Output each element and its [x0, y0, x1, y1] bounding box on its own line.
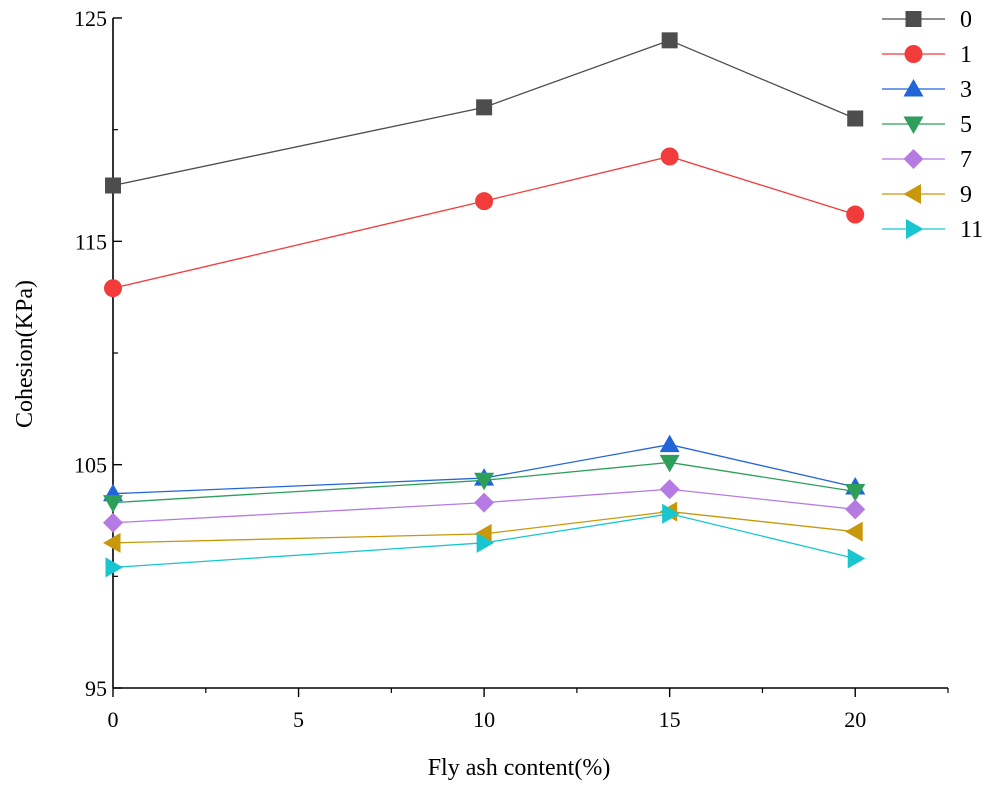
data-point-7 [103, 512, 123, 533]
legend-item-1: 1 [882, 42, 972, 68]
x-tick-label: 0 [108, 707, 119, 732]
legend-marker [903, 116, 924, 134]
data-point-1 [846, 205, 865, 224]
data-point-0 [847, 110, 864, 127]
legend-marker [903, 149, 924, 169]
y-tick-label: 115 [75, 229, 107, 254]
y-axis-title: Cohesion(KPa) [12, 280, 38, 428]
series-0 [105, 32, 864, 194]
data-point-0 [105, 177, 121, 194]
data-point-1 [104, 279, 122, 298]
axes: 95 105 115 125 0 5 10 15 20 [74, 6, 949, 732]
legend-label: 9 [960, 182, 972, 208]
series-line-0 [112, 39, 856, 187]
data-point-1 [660, 147, 679, 166]
data-point-3 [659, 434, 680, 453]
x-tick-label: 10 [473, 707, 495, 732]
legend: 0 1 3 5 7 9 11 [882, 7, 983, 243]
legend-label: 0 [960, 7, 972, 33]
data-point-11 [847, 548, 866, 569]
data-point-5 [659, 454, 680, 473]
legend-item-0: 0 [882, 7, 972, 33]
legend-label: 5 [960, 112, 972, 138]
series-5 [103, 454, 866, 513]
legend-item-3: 3 [882, 77, 972, 103]
legend-item-7: 7 [882, 147, 972, 173]
x-axis-title: Fly ash content(%) [428, 755, 611, 781]
data-point-7 [474, 492, 495, 513]
legend-item-5: 5 [882, 112, 972, 138]
data-point-9 [103, 532, 121, 553]
legend-marker [906, 219, 924, 239]
legend-item-9: 9 [882, 182, 972, 208]
legend-item-11: 11 [882, 217, 983, 243]
legend-label: 3 [960, 77, 972, 103]
series-line-11 [112, 513, 856, 569]
series-3 [103, 434, 866, 502]
x-tick-label: 20 [844, 707, 866, 732]
data-point-1 [475, 192, 494, 211]
legend-label: 7 [960, 147, 972, 173]
data-point-9 [474, 523, 492, 544]
series-line-1 [112, 155, 856, 289]
data-point-11 [662, 503, 680, 524]
series-line-3 [112, 443, 856, 495]
legend-marker [905, 11, 922, 27]
data-point-0 [661, 32, 678, 49]
y-tick-label: 95 [85, 676, 107, 701]
series-line-5 [112, 461, 856, 504]
series-7 [103, 479, 866, 533]
data-point-0 [476, 99, 493, 116]
series-line-9 [112, 510, 856, 544]
data-point-11 [105, 557, 123, 578]
data-point-9 [845, 521, 863, 542]
series-1 [104, 147, 865, 298]
legend-marker [903, 184, 921, 204]
legend-marker [904, 45, 923, 63]
y-tick-label: 105 [74, 453, 107, 478]
data-point-11 [476, 532, 495, 553]
y-tick-label: 125 [74, 6, 107, 31]
plot-area [103, 32, 866, 578]
series-line-7 [112, 488, 856, 524]
data-point-7 [845, 499, 866, 520]
legend-label: 11 [960, 217, 983, 243]
data-point-5 [103, 495, 123, 513]
legend-marker [903, 79, 924, 97]
legend-label: 1 [960, 42, 972, 68]
data-point-7 [659, 479, 680, 500]
series-11 [105, 503, 866, 578]
data-point-5 [474, 472, 495, 491]
data-point-5 [845, 483, 866, 502]
x-tick-label: 5 [293, 707, 304, 732]
x-tick-label: 15 [659, 707, 681, 732]
